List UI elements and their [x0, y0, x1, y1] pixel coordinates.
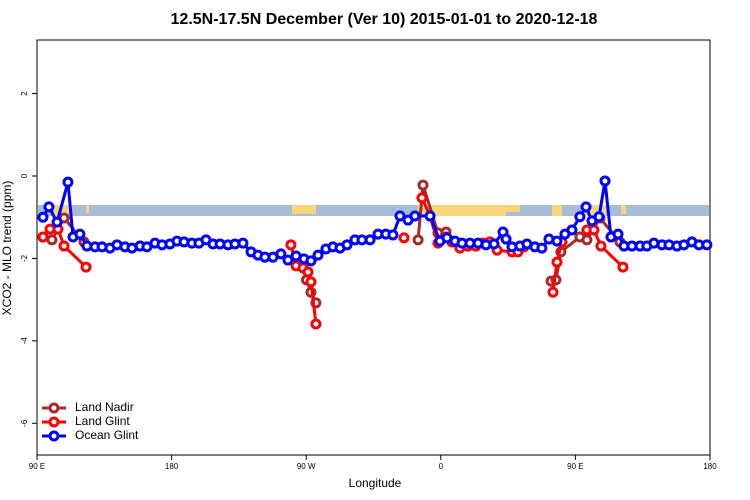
legend-label: Land Nadir [75, 400, 134, 414]
point [412, 234, 424, 246]
point [364, 234, 376, 246]
point [536, 242, 548, 254]
x-tick-label: 0 [439, 462, 444, 471]
point [599, 175, 611, 187]
point [237, 237, 249, 249]
land-mask-band [38, 205, 709, 216]
point [701, 239, 713, 251]
point [398, 232, 410, 244]
y-tick-label: -2 [20, 254, 29, 262]
point [424, 210, 436, 222]
point [580, 201, 592, 213]
point [488, 238, 500, 250]
land-band [54, 205, 72, 216]
point [617, 261, 629, 273]
point [58, 240, 70, 252]
point [51, 216, 63, 228]
point [80, 261, 92, 273]
point [593, 211, 605, 223]
point [305, 255, 317, 267]
y-tick-label: 2 [20, 91, 29, 96]
y-tick-label: -4 [20, 337, 29, 345]
point [551, 235, 563, 247]
legend-marker [48, 430, 60, 442]
y-axis-label: XCO2 - MLO trend (ppm) [0, 181, 14, 316]
land-band [418, 205, 506, 216]
point [302, 266, 314, 278]
chart-title: 12.5N-17.5N December (Ver 10) 2015-01-01… [171, 11, 598, 28]
land-band [86, 205, 89, 213]
legend-label: Ocean Glint [75, 428, 139, 442]
x-tick-label: 180 [165, 462, 179, 471]
land-band [582, 205, 606, 216]
point [275, 248, 287, 260]
point [43, 201, 55, 213]
point [581, 234, 593, 246]
land-band [292, 205, 316, 214]
point [588, 224, 600, 236]
point [417, 179, 429, 191]
land-band [552, 205, 562, 216]
legend-label: Land Glint [75, 414, 130, 428]
point [37, 211, 49, 223]
y-tick-label: -6 [20, 419, 29, 427]
point [285, 239, 297, 251]
point [62, 176, 74, 188]
point [500, 233, 512, 245]
point [282, 254, 294, 266]
point [341, 239, 353, 251]
point [310, 318, 322, 330]
x-tick-label: 90 E [29, 462, 45, 471]
x-tick-label: 90 E [567, 462, 583, 471]
point [595, 240, 607, 252]
x-tick-label: 180 [703, 462, 717, 471]
x-axis-label: Longitude [349, 476, 402, 490]
point [312, 249, 324, 261]
land-band [621, 205, 626, 214]
y-tick-label: 0 [20, 173, 29, 178]
point [394, 210, 406, 222]
point [547, 286, 559, 298]
point [566, 224, 578, 236]
legend-marker [48, 402, 60, 414]
point [37, 231, 49, 243]
point [416, 192, 428, 204]
point [46, 234, 58, 246]
point [409, 210, 421, 222]
legend-marker [48, 416, 60, 428]
point [141, 241, 153, 253]
point [387, 229, 399, 241]
ocean-band [38, 205, 709, 216]
point [305, 276, 317, 288]
point [551, 256, 563, 268]
point [74, 228, 86, 240]
x-tick-label: 90 W [297, 462, 316, 471]
series-line [41, 197, 624, 325]
point [612, 228, 624, 240]
point [574, 211, 586, 223]
land-band [506, 205, 520, 212]
